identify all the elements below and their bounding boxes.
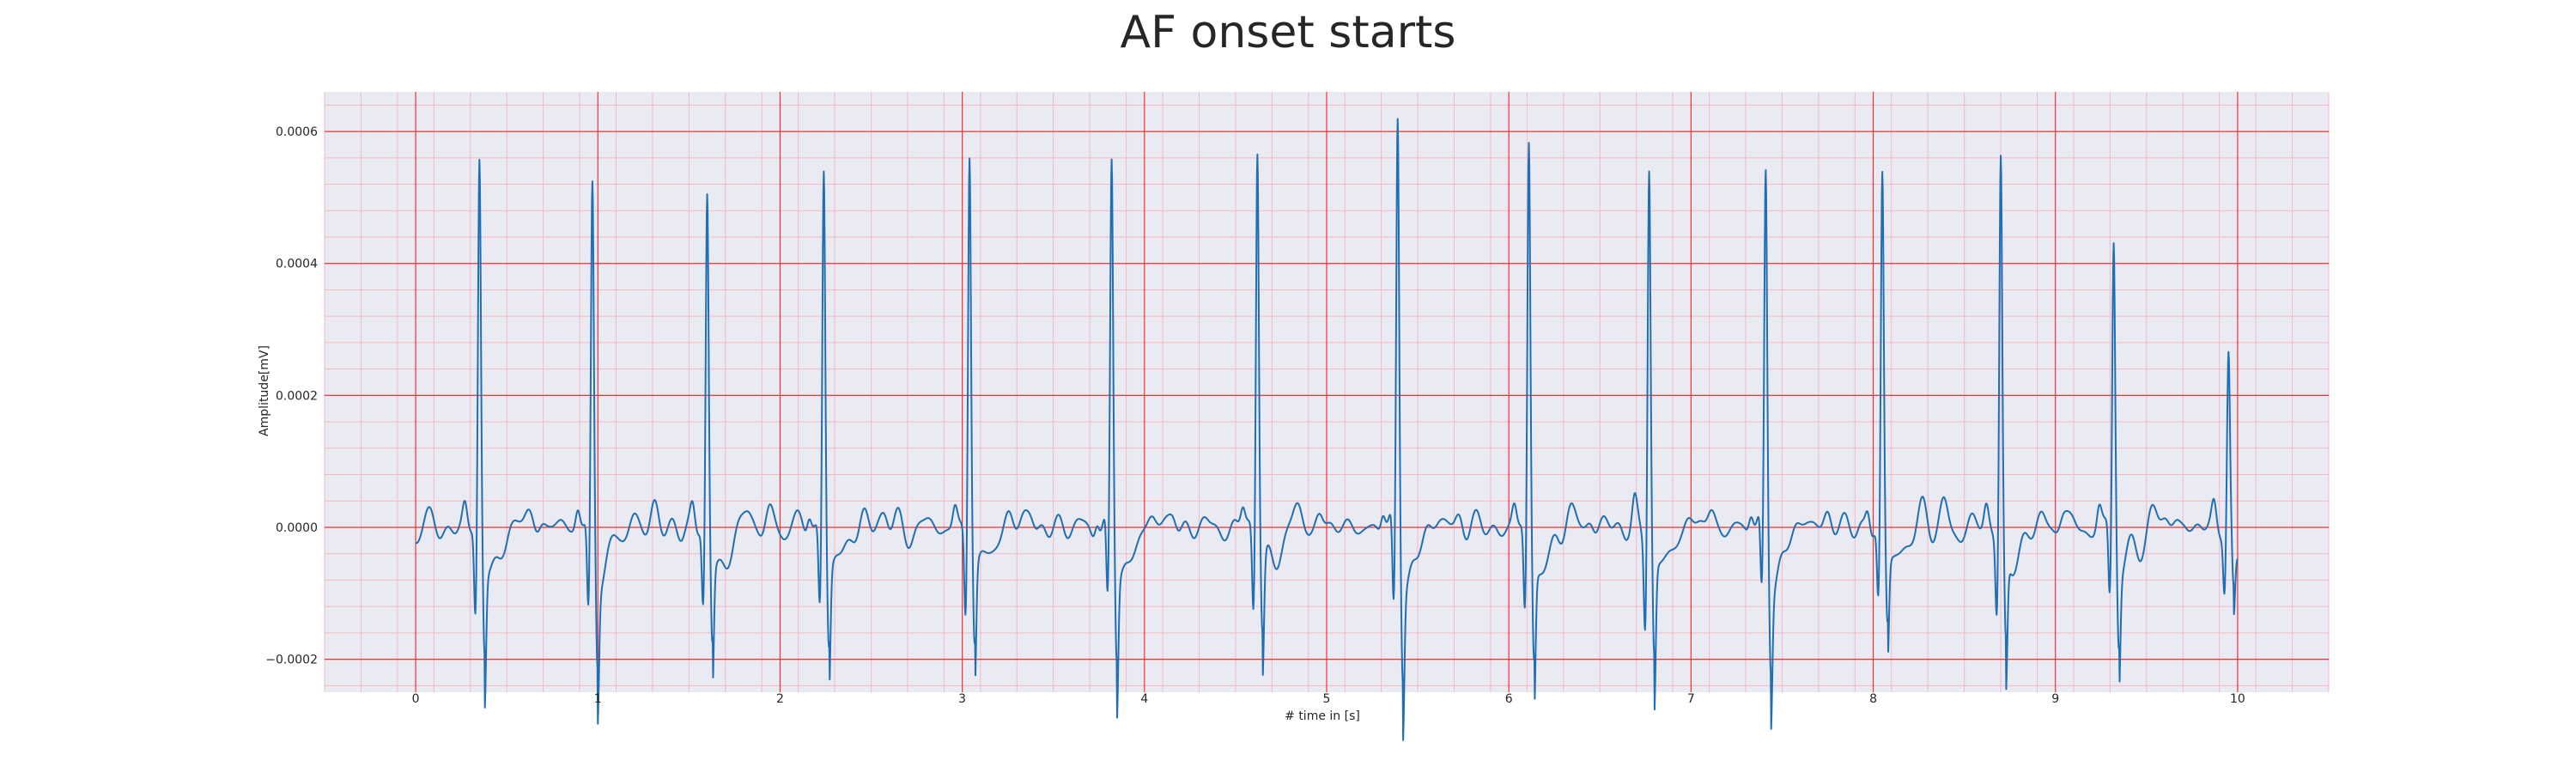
y-tick-label: −0.0002 bbox=[265, 654, 318, 667]
y-tick-label: 0.0004 bbox=[276, 258, 318, 271]
x-tick-label: 6 bbox=[1505, 692, 1513, 706]
x-tick-label: 0 bbox=[412, 692, 420, 706]
y-axis-label: Amplitude[mV] bbox=[258, 345, 271, 436]
x-tick-label: 4 bbox=[1140, 692, 1148, 706]
x-tick-label: 1 bbox=[594, 692, 602, 706]
y-tick-label: 0.0006 bbox=[276, 125, 318, 139]
chart-title: AF onset starts bbox=[1121, 7, 1456, 58]
ecg-series-line bbox=[415, 118, 2239, 741]
x-tick-label: 3 bbox=[958, 692, 966, 706]
x-tick-label: 10 bbox=[2230, 692, 2245, 706]
y-tick-label: 0.0000 bbox=[276, 521, 318, 535]
y-tick-label: 0.0002 bbox=[276, 389, 318, 403]
major-grid bbox=[325, 92, 2329, 692]
plot-area bbox=[324, 92, 2330, 741]
x-tick-label: 5 bbox=[1323, 692, 1331, 706]
x-tick-label: 7 bbox=[1687, 692, 1695, 706]
x-axis-label: # time in [s] bbox=[1285, 709, 1360, 723]
x-tick-label: 2 bbox=[776, 692, 784, 706]
x-tick-label: 9 bbox=[2051, 692, 2059, 706]
x-tick-label: 8 bbox=[1869, 692, 1877, 706]
x-tick-labels: 0 1 2 3 4 5 6 7 8 9 10 bbox=[412, 692, 2245, 706]
y-tick-labels: −0.0002 0.0000 0.0002 0.0004 0.0006 bbox=[265, 125, 318, 667]
